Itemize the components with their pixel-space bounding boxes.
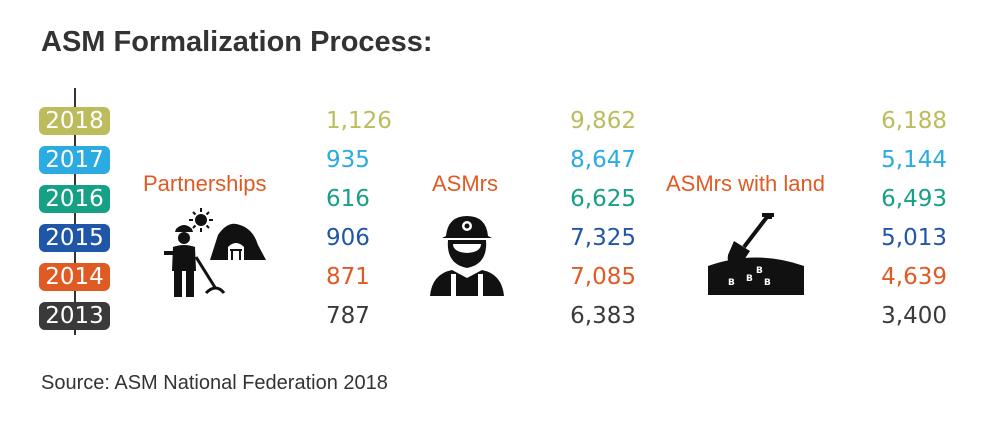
value-partnerships-2016: 616 — [326, 186, 370, 212]
year-badge-2016: 2016 — [39, 185, 110, 213]
svg-text:B: B — [746, 274, 753, 284]
value-asmrs-2017: 8,647 — [570, 147, 636, 173]
source-note: Source: ASM National Federation 2018 — [41, 372, 388, 394]
svg-text:B: B — [764, 278, 771, 288]
miner-with-pickaxe-icon — [164, 208, 266, 297]
shovel-in-land-icon: B B BB — [708, 213, 804, 295]
value-partnerships-2018: 1,126 — [326, 108, 392, 134]
year-badge-2014: 2014 — [39, 263, 110, 291]
page-title: ASM Formalization Process: — [41, 26, 433, 58]
value-partnerships-2015: 906 — [326, 225, 370, 251]
value-asmrs-2018: 9,862 — [570, 108, 636, 134]
year-badge-2015: 2015 — [39, 224, 110, 252]
category-label-asmrs: ASMrs — [432, 171, 498, 196]
svg-text:B: B — [756, 266, 763, 276]
category-label-partnerships: Partnerships — [143, 171, 267, 196]
miner-helmet-icon — [430, 216, 504, 296]
value-asmrs-with-land-2017: 5,144 — [881, 147, 947, 173]
year-badge-2017: 2017 — [39, 146, 110, 174]
year-badge-2018: 2018 — [39, 107, 110, 135]
value-asmrs-2013: 6,383 — [570, 303, 636, 329]
value-asmrs-2016: 6,625 — [570, 186, 636, 212]
value-partnerships-2013: 787 — [326, 303, 370, 329]
value-asmrs-with-land-2013: 3,400 — [881, 303, 947, 329]
svg-text:B: B — [728, 278, 735, 288]
value-asmrs-with-land-2018: 6,188 — [881, 108, 947, 134]
value-asmrs-2014: 7,085 — [570, 264, 636, 290]
value-asmrs-with-land-2015: 5,013 — [881, 225, 947, 251]
value-asmrs-2015: 7,325 — [570, 225, 636, 251]
value-partnerships-2014: 871 — [326, 264, 370, 290]
value-partnerships-2017: 935 — [326, 147, 370, 173]
value-asmrs-with-land-2014: 4,639 — [881, 264, 947, 290]
category-label-asmrs-with-land: ASMrs with land — [666, 171, 825, 196]
year-badge-2013: 2013 — [39, 302, 110, 330]
value-asmrs-with-land-2016: 6,493 — [881, 186, 947, 212]
